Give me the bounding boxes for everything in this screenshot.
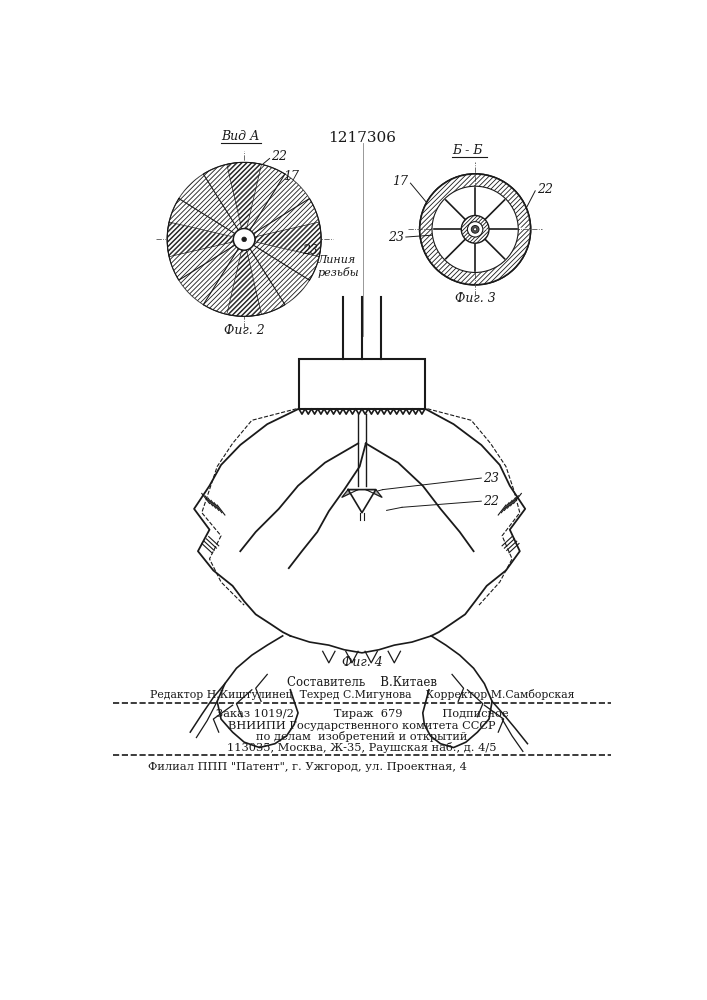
Polygon shape <box>204 162 285 230</box>
Circle shape <box>420 174 530 285</box>
Polygon shape <box>204 248 285 316</box>
Polygon shape <box>366 490 382 497</box>
Circle shape <box>242 237 247 242</box>
Text: по делам  изобретений и открытий: по делам изобретений и открытий <box>256 731 467 742</box>
Text: Редактор Н.Киштулинец  Техред С.Мигунова    Корректор М.Самборская: Редактор Н.Киштулинец Техред С.Мигунова … <box>150 689 574 700</box>
Text: 1217306: 1217306 <box>328 131 396 145</box>
Bar <box>299 359 425 409</box>
Circle shape <box>233 229 255 250</box>
Text: Фиг. 4: Фиг. 4 <box>341 656 382 669</box>
Text: Б - Б: Б - Б <box>452 144 483 157</box>
Text: 17: 17 <box>392 175 408 188</box>
Circle shape <box>467 222 483 237</box>
Polygon shape <box>253 199 321 280</box>
Text: 23: 23 <box>483 472 499 485</box>
Circle shape <box>474 228 477 231</box>
Text: Фиг. 3: Фиг. 3 <box>455 292 496 305</box>
Text: Составитель    В.Китаев: Составитель В.Китаев <box>287 676 437 689</box>
Circle shape <box>420 174 530 285</box>
Text: 22: 22 <box>483 495 499 508</box>
Circle shape <box>432 186 518 272</box>
Text: Линия
резьбы: Линия резьбы <box>317 255 359 278</box>
Polygon shape <box>167 162 262 257</box>
Circle shape <box>472 225 479 233</box>
Polygon shape <box>167 199 235 280</box>
Text: 113035, Москва, Ж-35, Раушская наб., д. 4/5: 113035, Москва, Ж-35, Раушская наб., д. … <box>227 742 497 753</box>
Circle shape <box>461 215 489 243</box>
Polygon shape <box>348 490 376 513</box>
Polygon shape <box>227 162 321 257</box>
Text: Вид А: Вид А <box>221 130 259 143</box>
Text: ВНИИПИ Государственного комитета СССР: ВНИИПИ Государственного комитета СССР <box>228 721 496 731</box>
Text: Фиг. 2: Фиг. 2 <box>224 324 264 337</box>
Text: Филиал ППП "Патент", г. Ужгород, ул. Проектная, 4: Филиал ППП "Патент", г. Ужгород, ул. Про… <box>148 762 467 772</box>
Text: Заказ 1019/2           Тираж  679           Подписное: Заказ 1019/2 Тираж 679 Подписное <box>216 709 508 719</box>
Text: 17: 17 <box>283 170 298 183</box>
Text: 22: 22 <box>537 183 553 196</box>
Polygon shape <box>167 222 262 316</box>
Polygon shape <box>342 490 358 497</box>
Polygon shape <box>227 222 321 316</box>
Text: 22: 22 <box>271 150 287 163</box>
Text: 23: 23 <box>388 231 404 244</box>
Text: 23: 23 <box>302 244 318 257</box>
